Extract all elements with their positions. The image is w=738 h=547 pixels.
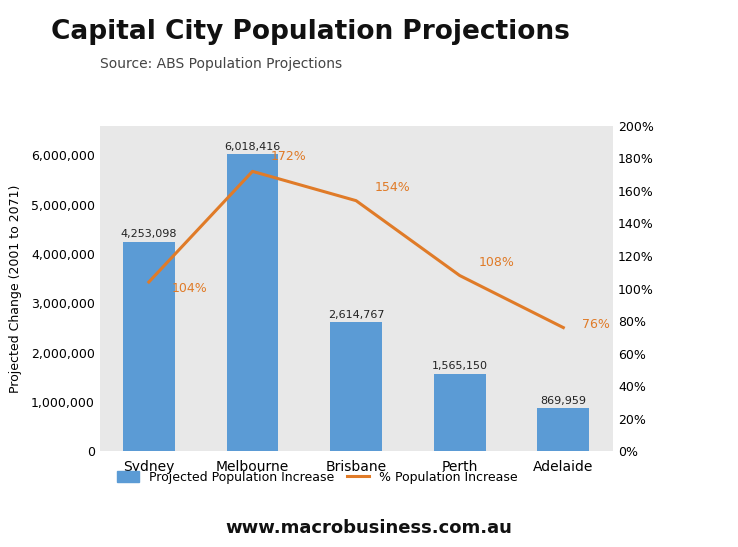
Bar [434, 374, 486, 451]
Bar [227, 154, 278, 451]
Text: 76%: 76% [582, 318, 610, 331]
Bar [537, 409, 589, 451]
Text: BUSINESS: BUSINESS [615, 60, 700, 74]
Bar [330, 322, 382, 451]
Text: 1,565,150: 1,565,150 [432, 362, 488, 371]
Legend: Projected Population Increase, % Population Increase: Projected Population Increase, % Populat… [111, 466, 523, 489]
Text: www.macrobusiness.com.au: www.macrobusiness.com.au [226, 519, 512, 537]
Text: 2,614,767: 2,614,767 [328, 310, 384, 319]
Text: 869,959: 869,959 [540, 395, 586, 406]
Text: Source: ABS Population Projections: Source: ABS Population Projections [100, 57, 342, 72]
Text: Capital City Population Projections: Capital City Population Projections [50, 19, 570, 45]
Y-axis label: Projected Change (2001 to 2071): Projected Change (2001 to 2071) [10, 184, 22, 393]
Text: 108%: 108% [478, 256, 514, 269]
Text: 4,253,098: 4,253,098 [120, 229, 177, 239]
Bar [123, 242, 175, 451]
Text: 172%: 172% [271, 150, 307, 163]
Text: 154%: 154% [375, 181, 410, 194]
Text: MACRO: MACRO [617, 24, 697, 43]
Text: 6,018,416: 6,018,416 [224, 142, 280, 152]
Text: 104%: 104% [172, 282, 207, 295]
